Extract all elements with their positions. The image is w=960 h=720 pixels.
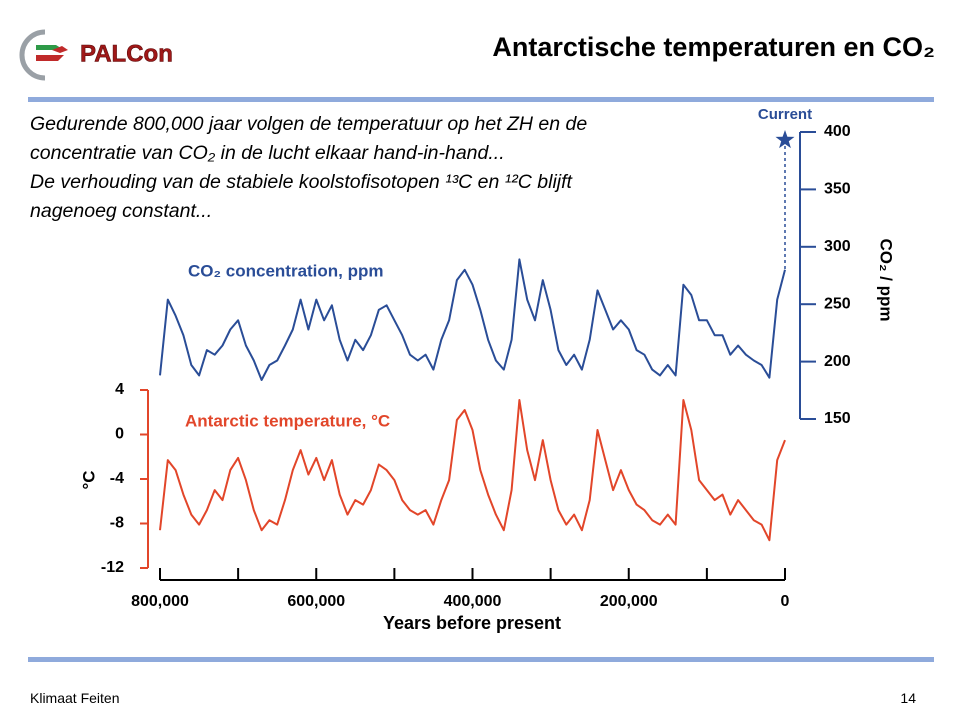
top-rule (28, 97, 934, 102)
y-tick-label: 4 (115, 381, 124, 398)
logo-text: PALCon (80, 40, 173, 67)
x-tick-label: 600,000 (287, 593, 345, 610)
x-axis-label: Years before present (383, 613, 561, 633)
x-tick-label: 800,000 (131, 593, 189, 610)
y2-tick-label: 250 (824, 295, 851, 312)
y-axis-label: °C (79, 470, 98, 489)
x-tick-label: 400,000 (444, 593, 502, 610)
y2-tick-label: 150 (824, 410, 851, 427)
logo-mark (19, 29, 68, 81)
slide-title: Antarctische temperaturen en CO₂ (492, 32, 935, 62)
body-line: Gedurende 800,000 jaar volgen de tempera… (30, 113, 588, 135)
y-tick-label: -8 (110, 515, 124, 532)
y2-tick-label: 400 (824, 123, 851, 140)
y-tick-label: 0 (115, 426, 124, 443)
current-label: Current (758, 106, 812, 123)
series-label: Antarctic temperature, °C (185, 411, 390, 430)
x-tick-label: 200,000 (600, 593, 658, 610)
page-number: 14 (900, 690, 916, 706)
y2-tick-label: 300 (824, 238, 851, 255)
body-line: concentratie van CO₂ in de lucht elkaar … (30, 142, 505, 164)
footer-text: Klimaat Feiten (30, 690, 120, 706)
y2-axis-label: CO₂ / ppm (877, 238, 896, 321)
body-line: nagenoeg constant... (30, 200, 213, 222)
x-tick-label: 0 (781, 593, 790, 610)
series-label: CO₂ concentration, ppm (188, 261, 384, 280)
y2-tick-label: 200 (824, 353, 851, 370)
bottom-rule (28, 657, 934, 662)
y-tick-label: -12 (101, 559, 124, 576)
series-line (159, 399, 786, 542)
body-line: De verhouding van de stabiele koolstofis… (30, 171, 572, 193)
current-marker (775, 130, 795, 149)
y2-tick-label: 350 (824, 181, 851, 198)
y-tick-label: -4 (110, 470, 124, 487)
body-text: Gedurende 800,000 jaar volgen de tempera… (30, 110, 587, 226)
series-line (159, 258, 786, 381)
